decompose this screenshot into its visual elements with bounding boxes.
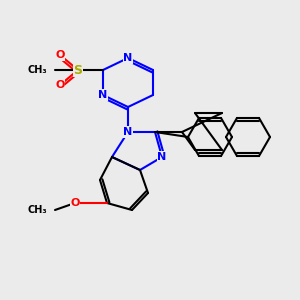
Text: S: S bbox=[74, 64, 82, 76]
Text: N: N bbox=[158, 152, 166, 162]
Text: N: N bbox=[98, 90, 108, 100]
Text: O: O bbox=[70, 198, 80, 208]
Text: O: O bbox=[55, 50, 65, 60]
Text: N: N bbox=[123, 53, 133, 63]
Text: O: O bbox=[55, 80, 65, 90]
Text: CH₃: CH₃ bbox=[27, 205, 47, 215]
Text: CH₃: CH₃ bbox=[27, 65, 47, 75]
Text: N: N bbox=[123, 127, 133, 137]
